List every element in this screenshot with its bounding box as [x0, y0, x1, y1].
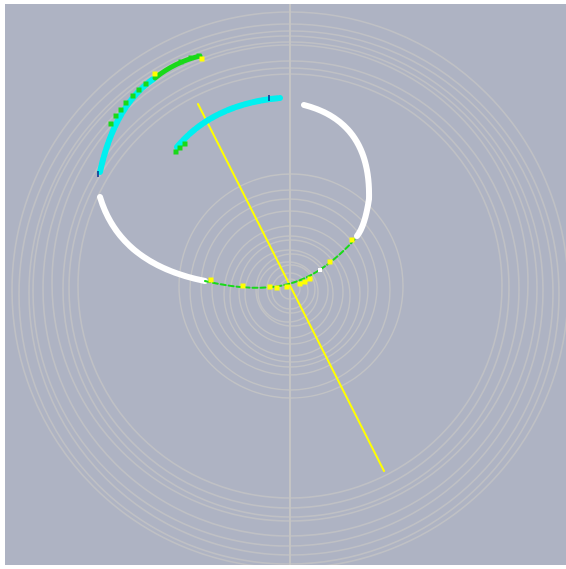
cyan-track-inner [174, 95, 283, 150]
green-hit [130, 93, 136, 99]
detector-ring [257, 261, 319, 323]
yellow-hit [240, 283, 246, 289]
green-hit [173, 149, 179, 155]
detector-ring [77, 73, 503, 499]
hit-markers [97, 53, 355, 291]
event-display-viewport[interactable] [5, 4, 566, 565]
white-hit [318, 268, 322, 272]
green-hit [136, 87, 142, 93]
yellow-hit [297, 281, 303, 287]
detector-ring [178, 173, 404, 399]
green-hit [123, 100, 129, 106]
yellow-hit [208, 277, 214, 283]
yellow-hit [152, 71, 158, 77]
green-hit [108, 121, 114, 127]
yellow-hit [349, 237, 355, 243]
detector-ring [62, 60, 520, 518]
yellow-hit [302, 279, 308, 285]
detector-ring [255, 253, 329, 327]
detector-ring [42, 41, 538, 537]
white-track-left [97, 194, 208, 284]
detector-ring [279, 278, 301, 300]
white-track-right [301, 102, 373, 239]
green-hit [196, 53, 202, 59]
outer-detector-rings [11, 11, 566, 565]
inner-detector-rings [178, 173, 404, 399]
detector-geometry [11, 4, 566, 565]
detector-ring [200, 198, 378, 376]
event-display-canvas[interactable] [5, 4, 566, 565]
detector-ring [32, 35, 544, 547]
green-hit [188, 55, 194, 61]
green-hit [177, 145, 183, 151]
detector-ring [18, 23, 560, 565]
yellow-hit [267, 284, 273, 290]
detector-ring [11, 11, 566, 565]
detector-ring [271, 272, 309, 310]
green-track-bottom [204, 238, 356, 289]
detector-ring [229, 235, 351, 357]
yellow-hit [307, 276, 313, 282]
detector-ring [68, 67, 510, 509]
green-hit [118, 107, 124, 113]
detector-ring [238, 239, 344, 345]
detector-ring [51, 44, 529, 522]
green-hit [178, 59, 184, 65]
detector-ring [28, 30, 554, 556]
yellow-hit [199, 56, 205, 62]
green-hit [113, 113, 119, 119]
yellow-hit [284, 284, 290, 290]
particle-tracks [97, 53, 385, 472]
yellow-straight-track [197, 103, 385, 472]
green-hit [143, 81, 149, 87]
yellow-hit [274, 285, 280, 291]
detector-ring [266, 264, 316, 314]
detector-ring [223, 225, 361, 363]
yellow-hit [327, 259, 333, 265]
green-track-outer [152, 53, 203, 81]
detector-ring [244, 249, 334, 339]
detector-ring [211, 210, 369, 368]
green-hit [182, 141, 188, 147]
detector-ring [189, 189, 391, 391]
